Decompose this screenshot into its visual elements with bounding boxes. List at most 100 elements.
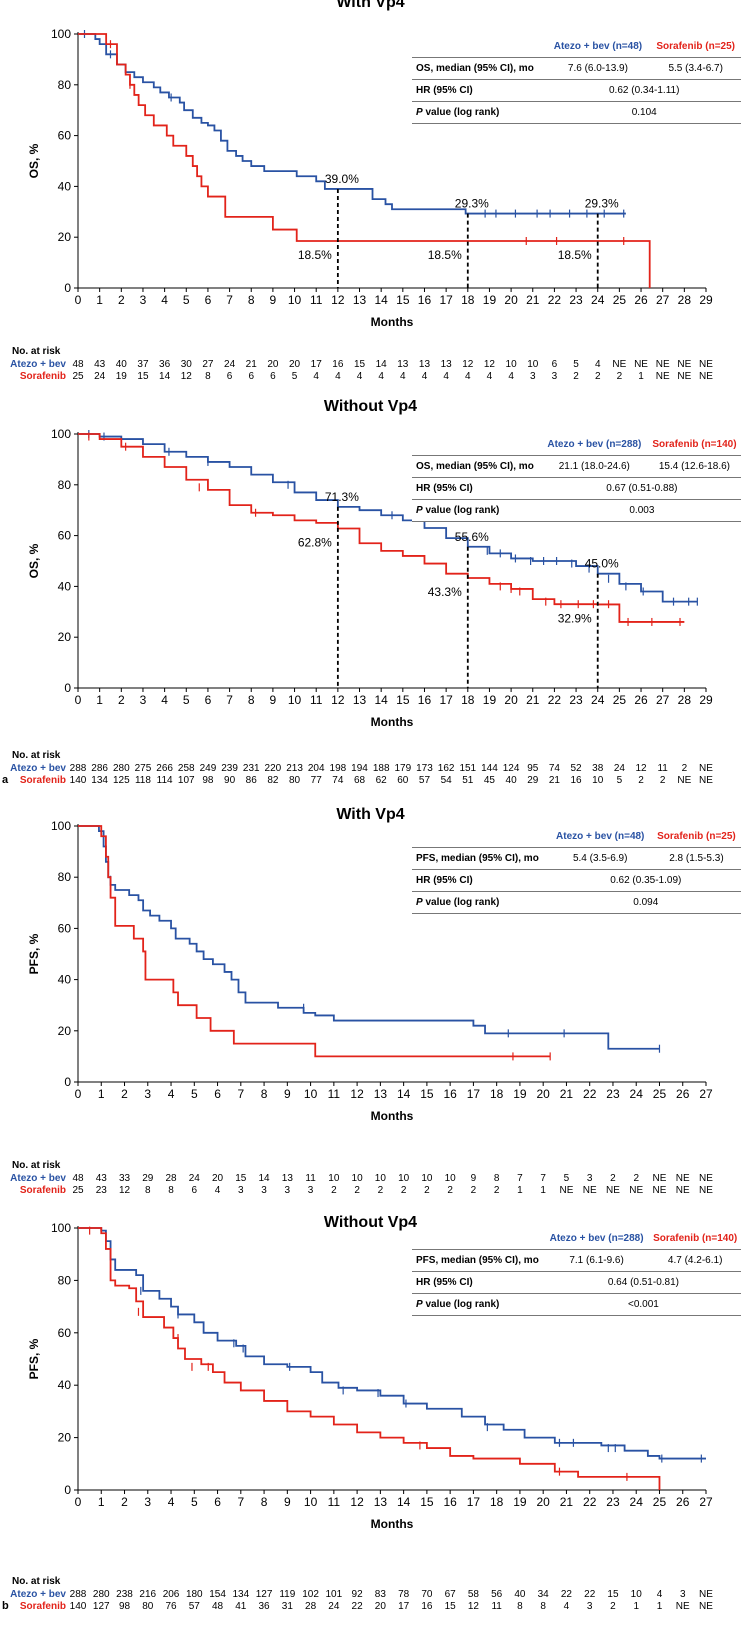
risk-count-atezo: 3	[679, 1589, 686, 1600]
y-tick-label: 20	[58, 1024, 72, 1038]
risk-count-atezo: 213	[286, 763, 303, 774]
risk-count-sorafenib: 134	[91, 775, 108, 786]
risk-count-sorafenib: NE	[655, 371, 670, 382]
x-tick-label: 19	[483, 693, 497, 707]
survival-annotation: 45.0%	[585, 557, 619, 571]
risk-title: No. at risk	[12, 1160, 61, 1171]
x-tick-label: 16	[418, 293, 432, 307]
hr-value: 0.64 (0.51-0.81)	[544, 1271, 741, 1294]
x-tick-label: 14	[374, 293, 388, 307]
x-tick-label: 11	[328, 1087, 341, 1101]
risk-count-sorafenib: 80	[288, 775, 301, 786]
x-tick-label: 7	[226, 293, 233, 307]
risk-count-atezo: 101	[325, 1589, 343, 1600]
risk-count-sorafenib: 12	[467, 1601, 479, 1612]
survival-annotation: 29.3%	[585, 197, 619, 211]
risk-count-sorafenib: 6	[226, 371, 233, 382]
risk-count-sorafenib: 2	[331, 1185, 337, 1196]
risk-count-sorafenib: NE	[699, 1601, 713, 1612]
header-sorafenib: Sorafenib (n=25)	[650, 826, 741, 848]
risk-count-sorafenib: 2	[447, 1185, 453, 1196]
y-tick-label: 80	[58, 78, 72, 92]
x-tick-label: 23	[569, 693, 583, 707]
x-tick-label: 13	[353, 293, 367, 307]
risk-count-sorafenib: 2	[400, 1185, 407, 1196]
x-tick-label: 25	[613, 693, 627, 707]
risk-count-sorafenib: 4	[443, 371, 449, 382]
y-tick-label: 60	[58, 921, 72, 935]
median-label: OS, median (95% CI), mo	[412, 57, 547, 80]
risk-count-sorafenib: 62	[375, 775, 387, 786]
y-axis-label: PFS, %	[27, 933, 41, 974]
y-tick-label: 0	[64, 681, 71, 695]
risk-count-atezo: 40	[115, 359, 127, 370]
median-atezo: 21.1 (18.0-24.6)	[541, 455, 647, 478]
risk-title: No. at risk	[12, 1576, 61, 1587]
x-tick-label: 16	[443, 1495, 457, 1509]
survival-annotation: 18.5%	[298, 248, 332, 262]
risk-label-sorafenib: Sorafenib	[19, 1185, 66, 1196]
survival-annotation: 32.9%	[558, 611, 592, 625]
risk-count-atezo: 3	[586, 1173, 593, 1184]
x-tick-label: 17	[439, 693, 453, 707]
p-label: P value (log rank)	[412, 101, 547, 124]
risk-count-atezo: 10	[527, 359, 539, 370]
risk-count-sorafenib: 1	[638, 371, 644, 382]
risk-count-sorafenib: 2	[610, 1601, 616, 1612]
risk-count-sorafenib: 10	[592, 775, 604, 786]
x-tick-label: 5	[183, 293, 190, 307]
header-sorafenib: Sorafenib (n=140)	[646, 434, 741, 456]
x-tick-label: 28	[678, 693, 692, 707]
risk-count-sorafenib: 4	[378, 371, 384, 382]
hr-value: 0.67 (0.51-0.88)	[541, 477, 741, 500]
x-tick-label: 0	[75, 1495, 82, 1509]
x-tick-label: 21	[526, 693, 540, 707]
x-tick-label: 8	[261, 1495, 268, 1509]
risk-count-atezo: 70	[421, 1589, 433, 1600]
median-atezo: 5.4 (3.5-6.9)	[549, 847, 651, 870]
x-tick-label: 5	[183, 693, 190, 707]
risk-count-sorafenib: 98	[202, 775, 214, 786]
p-label: P value (log rank)	[412, 1293, 545, 1316]
median-label: PFS, median (95% CI), mo	[412, 847, 550, 870]
x-tick-label: 26	[634, 693, 648, 707]
median-atezo: 7.6 (6.0-13.9)	[546, 57, 650, 80]
x-tick-label: 6	[205, 693, 212, 707]
y-axis-label: OS, %	[27, 543, 41, 578]
risk-count-atezo: 127	[255, 1589, 273, 1600]
x-tick-label: 5	[191, 1087, 198, 1101]
risk-count-sorafenib: 54	[440, 775, 452, 786]
risk-title: No. at risk	[12, 346, 61, 357]
x-tick-label: 22	[548, 693, 562, 707]
x-tick-label: 24	[630, 1087, 644, 1101]
risk-count-sorafenib: 90	[224, 775, 236, 786]
risk-count-sorafenib: 107	[177, 775, 195, 786]
y-tick-label: 80	[58, 478, 72, 492]
risk-count-atezo: 231	[242, 763, 260, 774]
risk-count-atezo: 206	[162, 1589, 180, 1600]
risk-count-atezo: 43	[95, 1173, 107, 1184]
y-tick-label: 40	[58, 179, 72, 193]
risk-count-atezo: 78	[398, 1589, 410, 1600]
x-tick-label: 13	[353, 693, 367, 707]
risk-count-atezo: 249	[199, 763, 217, 774]
risk-count-atezo: 6	[551, 359, 558, 370]
x-tick-label: 27	[699, 1087, 713, 1101]
x-tick-label: 18	[490, 1495, 504, 1509]
y-axis-label: OS, %	[27, 143, 41, 178]
risk-count-atezo: 11	[657, 763, 668, 774]
risk-count-sorafenib: 45	[483, 775, 495, 786]
risk-count-atezo: 21	[245, 359, 257, 370]
risk-count-atezo: 151	[459, 763, 477, 774]
atezo-bev-curve	[78, 1227, 706, 1460]
hr-label: HR (95% CI)	[412, 477, 542, 500]
risk-count-atezo: NE	[699, 763, 713, 774]
survival-annotation: 39.0%	[325, 172, 359, 186]
risk-count-atezo: 180	[185, 1589, 203, 1600]
header-sorafenib: Sorafenib (n=25)	[649, 36, 741, 58]
risk-count-atezo: 5	[573, 359, 579, 370]
risk-label-sorafenib: Sorafenib	[19, 1601, 66, 1612]
x-tick-label: 4	[168, 1087, 175, 1101]
risk-count-atezo: 162	[437, 763, 455, 774]
risk-count-sorafenib: 140	[69, 775, 87, 786]
